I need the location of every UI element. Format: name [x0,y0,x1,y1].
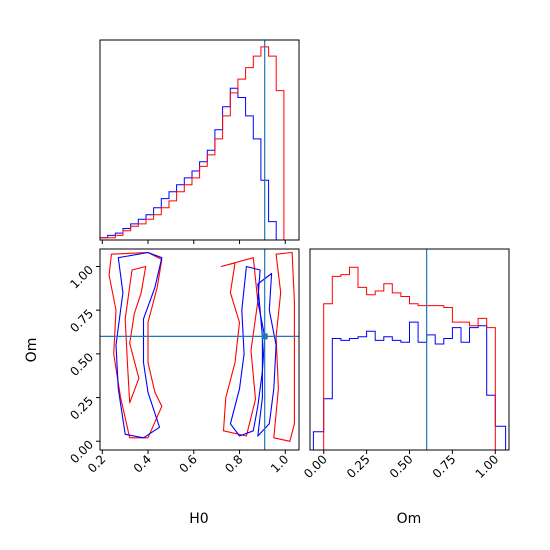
h0-hist-series-1 [100,46,299,240]
om-marginal-xtick-label-3: 0.75 [430,452,459,481]
joint-xtick-label-1: 0.4 [131,452,154,475]
joint-xtick-label-0: 0.2 [85,452,108,475]
om-marginal-xlabel: Om [397,511,422,527]
joint-ytick-label-2: 0.50 [67,350,96,379]
joint-contour-1-1 [229,265,266,437]
om-marginal-xtick-label-0: 0.00 [301,452,330,481]
joint-xtick-label-4: 1.0 [268,452,291,475]
h0-hist-series-0 [100,87,299,240]
h0-marginal-frame [99,39,300,241]
om-marginal-xtick-label-4: 1.00 [473,452,502,481]
joint-xtick-label-2: 0.6 [177,452,200,475]
joint-contour-1-0 [115,251,163,439]
joint-ytick-label-4: 1.00 [67,263,96,292]
joint-contour-0-1 [124,265,147,404]
om-marginal-frame [309,248,510,451]
om-hist-series-1 [313,266,506,450]
joint-xtick-label-3: 0.8 [222,452,245,475]
h0-marginal-panel [99,39,300,244]
joint-truth-marker [261,333,268,340]
joint-ylabel: Om [24,338,40,363]
joint-xlabel: H0 [189,511,208,527]
joint-frame [99,248,300,451]
om-marginal-xtick-label-1: 0.25 [344,452,373,481]
joint-contour-1-2 [257,272,277,437]
joint-contour-0-3 [273,251,295,442]
joint-contour-0-2 [220,257,259,437]
joint-ytick-label-3: 0.75 [67,306,96,335]
joint-panel: 0.2 0.4 0.6 0.8 1.00.000.250.500.751.00 H0 O… [24,248,300,527]
om-hist-series-0 [312,321,507,450]
joint-ytick-label-1: 0.25 [67,394,96,423]
om-marginal-xtick-label-2: 0.50 [387,452,416,481]
om-marginal-panel: 0.00 0.25 0.50 0.75 1.00 Om [301,248,510,527]
joint-contour-0-0 [108,251,163,439]
